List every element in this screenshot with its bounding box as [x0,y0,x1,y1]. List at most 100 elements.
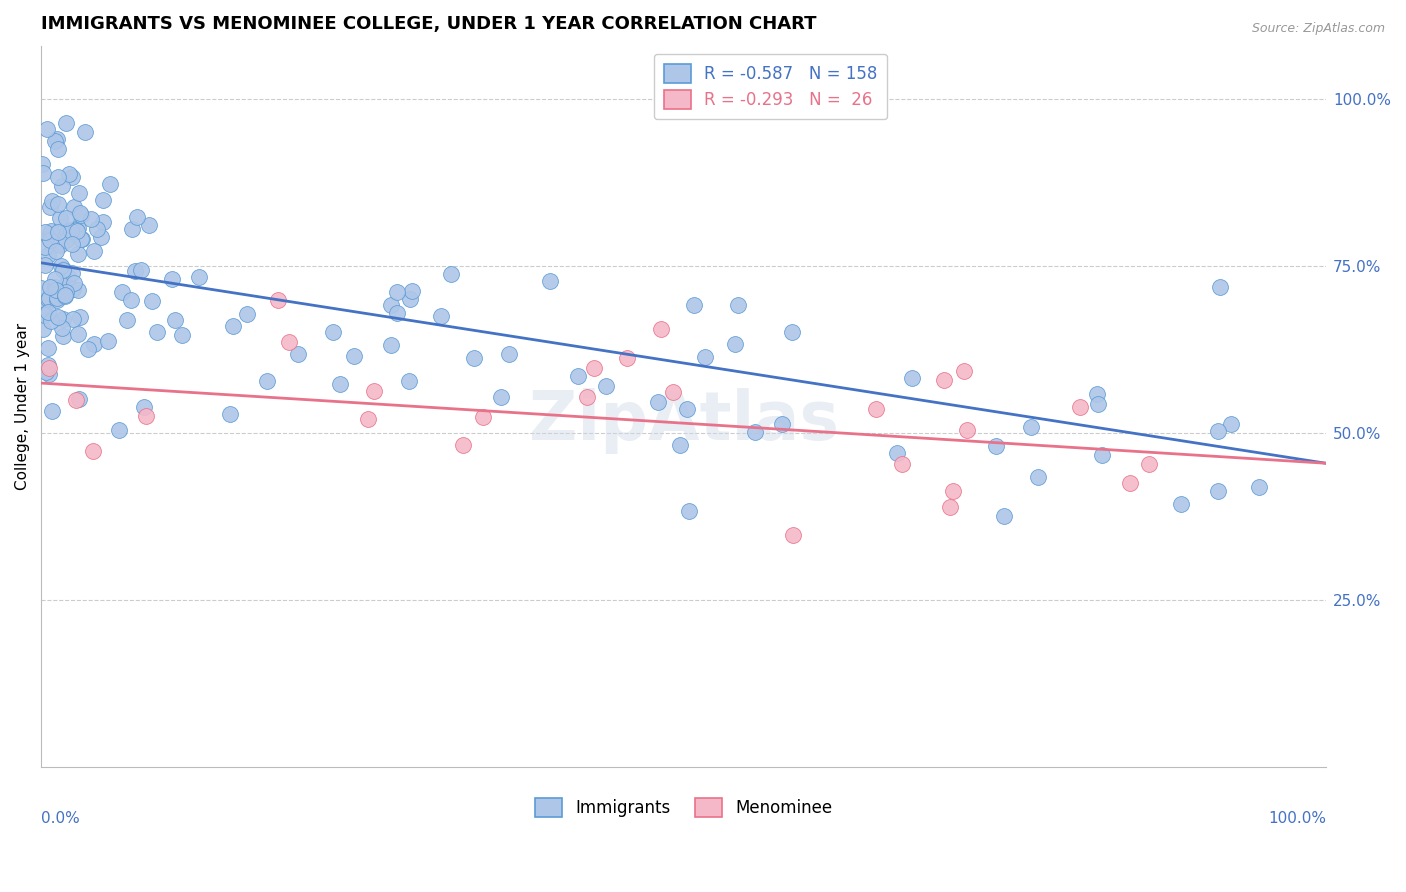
Point [65,223,87,237]
Point [52,312,75,326]
Point [65,393,87,408]
Point [865,402,887,417]
Point [1219,417,1241,432]
Point [343,349,366,363]
Point [399,292,422,306]
Point [942,483,965,498]
Point [939,500,962,514]
Point [38,233,60,247]
Point [662,384,685,399]
Point [125,211,148,225]
Point [141,294,163,309]
Point [782,528,804,542]
Point [53,289,76,303]
Point [45,244,67,259]
Point [727,298,749,312]
Point [440,267,463,281]
Point [39,225,62,239]
Point [34,307,56,321]
Point [380,338,402,352]
Point [41,403,63,417]
Point [46,293,69,308]
Point [69,232,91,246]
Legend: Immigrants, Menominee: Immigrants, Menominee [529,791,839,824]
Point [55,285,77,300]
Point [49,211,72,226]
Point [329,377,352,392]
Point [59,223,82,237]
Point [693,351,716,365]
Point [38,200,60,214]
Point [650,322,672,336]
Point [1091,448,1114,462]
Point [66,283,89,297]
Point [188,270,211,285]
Point [62,312,84,326]
Point [267,293,290,308]
Point [1206,483,1229,498]
Point [463,351,485,366]
Point [595,379,617,393]
Point [107,423,129,437]
Point [1208,424,1230,438]
Point [567,368,589,383]
Point [97,334,120,349]
Point [73,125,96,139]
Point [890,458,912,472]
Point [538,274,561,288]
Point [83,244,105,259]
Point [51,179,73,194]
Point [387,285,409,299]
Point [984,439,1007,453]
Point [39,314,62,328]
Point [69,310,91,324]
Point [430,309,453,323]
Point [67,221,90,235]
Point [52,263,75,277]
Point [993,508,1015,523]
Point [616,351,638,365]
Point [39,227,62,241]
Point [1026,470,1049,484]
Point [357,411,380,425]
Point [582,361,605,376]
Point [62,266,84,280]
Point [49,237,72,252]
Point [1069,401,1091,415]
Point [669,438,692,452]
Point [77,343,100,357]
Point [69,186,91,200]
Point [135,409,157,423]
Point [93,193,115,207]
Point [219,407,242,421]
Point [222,318,245,333]
Point [51,321,73,335]
Point [46,291,69,305]
Point [60,237,83,252]
Point [129,263,152,277]
Text: Source: ZipAtlas.com: Source: ZipAtlas.com [1251,22,1385,36]
Point [80,212,103,227]
Point [1209,280,1232,294]
Point [256,375,278,389]
Point [67,392,90,406]
Point [69,206,91,220]
Point [34,258,56,272]
Point [472,409,495,424]
Point [31,280,53,294]
Point [676,402,699,417]
Point [58,167,80,181]
Point [46,169,69,184]
Point [1019,420,1042,434]
Point [38,291,60,305]
Point [489,390,512,404]
Point [451,437,474,451]
Point [724,336,747,351]
Point [34,298,56,312]
Point [82,443,104,458]
Point [45,283,67,297]
Point [287,347,309,361]
Point [60,224,83,238]
Point [1119,475,1142,490]
Point [51,259,73,273]
